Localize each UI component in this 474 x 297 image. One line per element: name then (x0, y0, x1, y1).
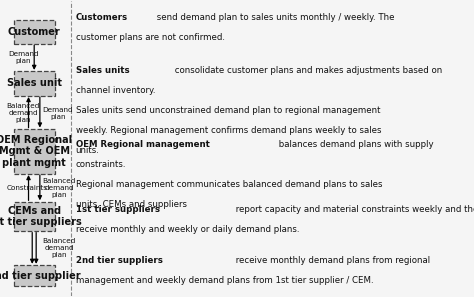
Text: 2nd tier suppliers: 2nd tier suppliers (76, 256, 163, 266)
Text: OEM Regional management: OEM Regional management (76, 140, 210, 148)
Text: management and weekly demand plans from 1st tier supplier / CEM.: management and weekly demand plans from … (76, 277, 373, 285)
FancyBboxPatch shape (14, 265, 55, 286)
FancyBboxPatch shape (14, 71, 55, 96)
Text: Sales units send unconstrained demand plan to regional management: Sales units send unconstrained demand pl… (76, 106, 380, 115)
Text: Sales unit: Sales unit (7, 78, 62, 89)
Text: customer plans are not confirmed.: customer plans are not confirmed. (76, 33, 225, 42)
Text: Sales units: Sales units (76, 66, 129, 75)
Text: units, CEMs and suppliers: units, CEMs and suppliers (76, 200, 187, 209)
Text: Demand
plan: Demand plan (42, 107, 73, 119)
Text: weekly. Regional management confirms demand plans weekly to sales: weekly. Regional management confirms dem… (76, 126, 381, 135)
Text: Balanced
demand
plan: Balanced demand plan (42, 238, 76, 258)
Text: 2nd tier supplier: 2nd tier supplier (0, 271, 81, 281)
Text: Customer: Customer (8, 27, 61, 37)
Text: Demand
plan: Demand plan (8, 51, 39, 64)
FancyBboxPatch shape (14, 129, 55, 174)
Text: units.: units. (76, 146, 100, 155)
FancyBboxPatch shape (14, 20, 55, 44)
Text: Balanced
demand
plan: Balanced demand plan (42, 178, 76, 198)
Text: report capacity and material constraints weekly and they: report capacity and material constraints… (233, 205, 474, 214)
Text: CEMs and
1st tier suppliers: CEMs and 1st tier suppliers (0, 206, 82, 227)
Text: 1st tier suppliers: 1st tier suppliers (76, 205, 160, 214)
Text: send demand plan to sales units monthly / weekly. The: send demand plan to sales units monthly … (154, 12, 394, 21)
Text: receive monthly demand plans from regional: receive monthly demand plans from region… (233, 256, 430, 266)
Text: balances demand plans with supply: balances demand plans with supply (276, 140, 434, 148)
FancyBboxPatch shape (14, 202, 55, 231)
Text: consolidate customer plans and makes adjustments based on: consolidate customer plans and makes adj… (172, 66, 442, 75)
Text: channel inventory.: channel inventory. (76, 86, 155, 95)
Text: Balanced
demand
plan: Balanced demand plan (7, 103, 40, 123)
Text: OEM Regional
Mgmt & OEM
plant mgmt: OEM Regional Mgmt & OEM plant mgmt (0, 135, 72, 168)
Text: receive monthly and weekly or daily demand plans.: receive monthly and weekly or daily dema… (76, 225, 299, 234)
Text: Constraints: Constraints (7, 185, 47, 191)
Text: Regional management communicates balanced demand plans to sales: Regional management communicates balance… (76, 180, 382, 189)
Text: constraints.: constraints. (76, 160, 126, 169)
Text: Customers: Customers (76, 12, 128, 21)
